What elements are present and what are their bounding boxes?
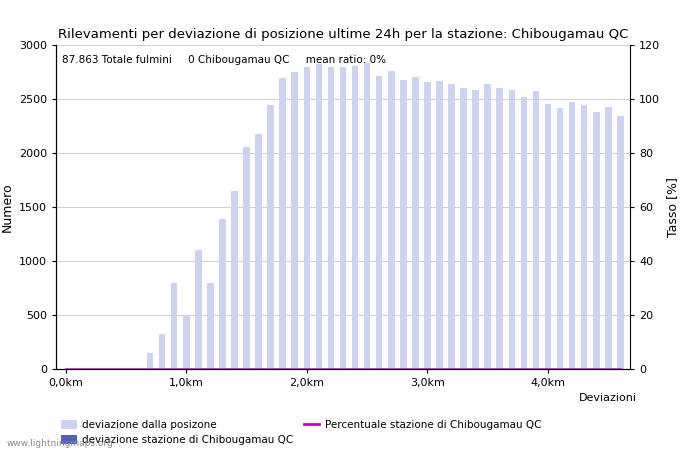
Bar [521,97,527,369]
Bar [304,67,310,369]
Bar [388,71,395,369]
Bar [316,64,322,369]
Bar [171,283,178,369]
Bar [473,90,479,369]
Bar [159,334,165,369]
Bar [147,353,153,369]
Bar [376,76,382,369]
Y-axis label: Tasso [%]: Tasso [%] [666,177,679,237]
Bar [545,104,552,369]
Bar [593,112,600,369]
Bar [256,134,262,369]
Bar [328,67,335,369]
Bar [436,81,443,369]
Text: www.lightningmaps.org: www.lightningmaps.org [7,439,113,448]
Y-axis label: Numero: Numero [0,182,13,232]
Bar [364,63,370,369]
Bar [243,147,250,369]
Legend: deviazione dalla posizone, deviazione stazione di Chibougamau QC, Percentuale st: deviazione dalla posizone, deviazione st… [61,419,541,445]
Bar [267,105,274,369]
Title: Rilevamenti per deviazione di posizione ultime 24h per la stazione: Chibougamau : Rilevamenti per deviazione di posizione … [58,28,628,41]
Bar [496,88,503,369]
Bar [231,191,238,369]
Bar [461,88,467,369]
Text: Deviazioni: Deviazioni [579,393,637,403]
Bar [556,108,564,369]
Bar [508,90,515,369]
Bar [412,77,419,369]
Bar [195,250,202,369]
Bar [617,116,624,369]
Bar [207,283,214,369]
Bar [183,315,190,369]
Bar [279,78,286,369]
Bar [581,105,587,369]
Bar [351,66,358,369]
Bar [569,102,575,369]
Bar [605,107,612,369]
Bar [400,80,407,369]
Bar [533,91,539,369]
Text: 87.863 Totale fulmini     0 Chibougamau QC     mean ratio: 0%: 87.863 Totale fulmini 0 Chibougamau QC m… [62,55,386,65]
Bar [340,67,346,369]
Bar [448,84,455,369]
Bar [219,219,225,369]
Bar [484,84,491,369]
Bar [424,82,430,369]
Bar [291,72,298,369]
